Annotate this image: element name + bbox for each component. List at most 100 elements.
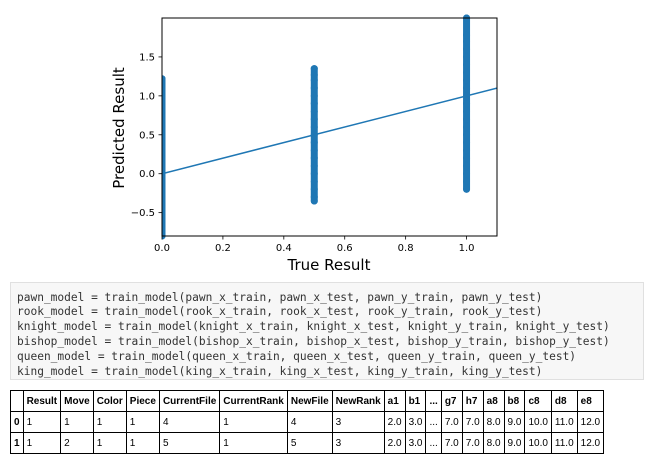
scatter-point	[310, 185, 318, 193]
code-line: pawn_model = train_model(pawn_x_train, p…	[17, 291, 543, 304]
table-cell: 7.0	[440, 432, 463, 454]
scatter-point	[162, 154, 166, 162]
scatter-point	[463, 31, 471, 39]
fit-line	[162, 87, 497, 175]
table-cell: 1	[125, 411, 160, 433]
column-header: CurrentFile	[158, 390, 221, 412]
table-header-row: Result Move Color Piece CurrentFile Curr…	[10, 390, 605, 412]
scatter-point	[463, 107, 471, 115]
code-cell[interactable]: pawn_model = train_model(pawn_x_train, p…	[10, 282, 644, 380]
table-cell: 8.0	[482, 432, 505, 454]
scatter-point	[463, 146, 471, 154]
scatter-point	[463, 61, 471, 69]
scatter-plot: 0.0 0.2 0.4 0.6 0.8 1.0 −0.5 0.0 0.5 1.0 1.5 True…	[110, 14, 498, 274]
scatter-point	[310, 100, 318, 108]
scatter-point	[310, 193, 318, 201]
plot-frame	[161, 17, 498, 237]
column-header: b1	[404, 390, 427, 412]
code-line: rook_model = train_model(rook_x_train, r…	[17, 305, 543, 318]
table-cell: 7.0	[461, 432, 484, 454]
scatter-point	[463, 84, 471, 92]
table-row: 1 1 2 1 1 5 1 5 3 2.0 3.0 ... 7.0 7.0 8.…	[10, 432, 605, 454]
scatter-point	[463, 178, 471, 185]
y-axis-label: Predicted Result	[110, 67, 128, 189]
column-header: NewFile	[286, 390, 333, 412]
table-cell: 1	[219, 432, 288, 454]
row-index: 0	[10, 411, 24, 433]
scatter-point	[162, 80, 166, 88]
scatter-point	[463, 131, 471, 139]
table-cell: 9.0	[503, 432, 526, 454]
scatter-points	[162, 14, 471, 240]
scatter-point	[310, 146, 318, 154]
table-cell: 3.0	[404, 411, 427, 433]
table-cell: ...	[425, 432, 442, 454]
table-cell: 7.0	[461, 411, 484, 433]
scatter-point	[463, 53, 471, 61]
scatter-point	[463, 170, 471, 178]
x-tick-label: 0.4	[276, 243, 292, 254]
x-tick-label: 0.8	[398, 243, 414, 254]
table-cell: 12.0	[576, 432, 605, 454]
scatter-point	[463, 100, 471, 108]
table-cell: 3.0	[404, 432, 427, 454]
x-tick-label: 0.6	[337, 243, 353, 254]
y-tick-label: 0.5	[139, 130, 155, 141]
scatter-point	[310, 139, 318, 147]
column-header: Move	[60, 390, 94, 412]
scatter-point	[162, 92, 166, 100]
plot-marks	[162, 14, 497, 240]
scatter-point	[463, 162, 471, 170]
scatter-point	[310, 178, 318, 185]
scatter-point	[310, 107, 318, 115]
dataframe-table: Result Move Color Piece CurrentFile Curr…	[10, 390, 605, 454]
table-cell: 1	[22, 411, 62, 433]
column-header: NewRank	[331, 390, 385, 412]
x-tick-label: 0.0	[154, 243, 170, 254]
table-cell: 1	[219, 411, 288, 433]
scatter-point	[162, 107, 166, 115]
table-cell: 4	[158, 411, 221, 433]
table-cell: 3	[331, 432, 385, 454]
code-line: bishop_model = train_model(bishop_x_trai…	[17, 335, 610, 348]
table-cell: 4	[286, 411, 333, 433]
table-cell: ...	[425, 411, 442, 433]
x-axis-label: True Result	[287, 256, 371, 274]
table-cell: 1	[92, 432, 127, 454]
table-cell: 10.0	[524, 432, 552, 454]
column-header: a1	[383, 390, 406, 412]
scatter-point	[310, 84, 318, 92]
column-header: h7	[461, 390, 484, 412]
table-cell: 5	[158, 432, 221, 454]
scatter-point	[162, 201, 166, 209]
column-header: b8	[503, 390, 526, 412]
table-cell: 2.0	[383, 411, 406, 433]
y-tick-label: 0.0	[139, 169, 155, 180]
scatter-point	[162, 185, 166, 193]
scatter-point	[463, 115, 471, 123]
y-tick-label: 1.5	[139, 52, 155, 63]
y-tick-label: −0.5	[131, 208, 155, 219]
table-cell: 10.0	[524, 411, 552, 433]
column-header: Color	[92, 390, 127, 412]
table-row: 0 1 1 1 1 4 1 4 3 2.0 3.0 ... 7.0 7.0 8.…	[10, 411, 605, 433]
column-header: ...	[425, 390, 442, 412]
column-header: c8	[524, 390, 552, 412]
table-cell: 1	[92, 411, 127, 433]
table-cell: 11.0	[550, 411, 578, 433]
scatter-point	[310, 115, 318, 123]
scatter-point	[162, 216, 166, 224]
column-header: g7	[440, 390, 463, 412]
column-header: CurrentRank	[219, 390, 288, 412]
scatter-point	[463, 45, 471, 53]
column-header	[10, 390, 24, 412]
scatter-point	[463, 76, 471, 84]
table-cell: 12.0	[576, 411, 605, 433]
code-line: queen_model = train_model(queen_x_train,…	[17, 350, 577, 363]
scatter-point	[162, 123, 166, 131]
table-cell: 3	[331, 411, 385, 433]
column-header: Piece	[125, 390, 160, 412]
y-tick-label: 1.0	[139, 91, 155, 102]
y-axis-ticks: −0.5 0.0 0.5 1.0 1.5	[131, 52, 162, 219]
scatter-point	[310, 76, 318, 84]
